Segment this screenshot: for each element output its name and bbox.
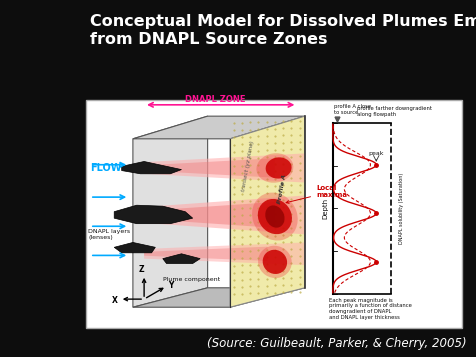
Ellipse shape [257,153,293,183]
Text: Depth: Depth [322,198,328,219]
Polygon shape [144,247,268,261]
Text: profile A close
to source: profile A close to source [334,104,371,115]
Text: peak: peak [368,151,384,156]
Ellipse shape [265,205,285,228]
Text: (Source: Guilbeault, Parker, & Cherry, 2005): (Source: Guilbeault, Parker, & Cherry, 2… [207,337,466,350]
FancyBboxPatch shape [86,100,462,328]
Text: Plume component: Plume component [163,277,220,282]
Text: DNAPL ZONE: DNAPL ZONE [185,95,245,104]
Text: Conceptual Model for Dissolved Plumes Emanating
from DNAPL Source Zones: Conceptual Model for Dissolved Plumes Em… [90,14,476,47]
Polygon shape [122,161,181,174]
Polygon shape [114,242,155,253]
Polygon shape [230,116,305,307]
Polygon shape [114,205,193,224]
Polygon shape [144,242,305,265]
Polygon shape [133,116,208,307]
Text: DNAPL solubility (Saturation): DNAPL solubility (Saturation) [399,173,404,244]
Text: Z: Z [139,265,144,273]
Polygon shape [144,158,275,178]
Text: DNAPL layers
(lenses): DNAPL layers (lenses) [88,229,130,240]
Text: profile farther downgradient
along flowpath: profile farther downgradient along flowp… [357,106,432,117]
Polygon shape [163,254,200,263]
Ellipse shape [252,192,298,241]
Text: Local
maxima: Local maxima [286,185,347,203]
Polygon shape [133,202,275,228]
Ellipse shape [263,250,287,274]
Text: FLOW: FLOW [90,163,121,173]
Polygon shape [133,288,305,307]
Text: Y: Y [169,281,174,290]
Ellipse shape [258,246,292,278]
Text: X: X [112,296,118,305]
Polygon shape [144,154,305,182]
Text: transect (yz plane): transect (yz plane) [241,140,255,192]
Text: Each peak magnitude is
primarily a function of distance
downgradient of DNAPL
an: Each peak magnitude is primarily a funct… [329,297,412,320]
Polygon shape [133,196,305,234]
Text: Profile A: Profile A [277,174,287,205]
Ellipse shape [266,157,292,178]
Polygon shape [133,116,305,139]
Ellipse shape [258,199,292,234]
